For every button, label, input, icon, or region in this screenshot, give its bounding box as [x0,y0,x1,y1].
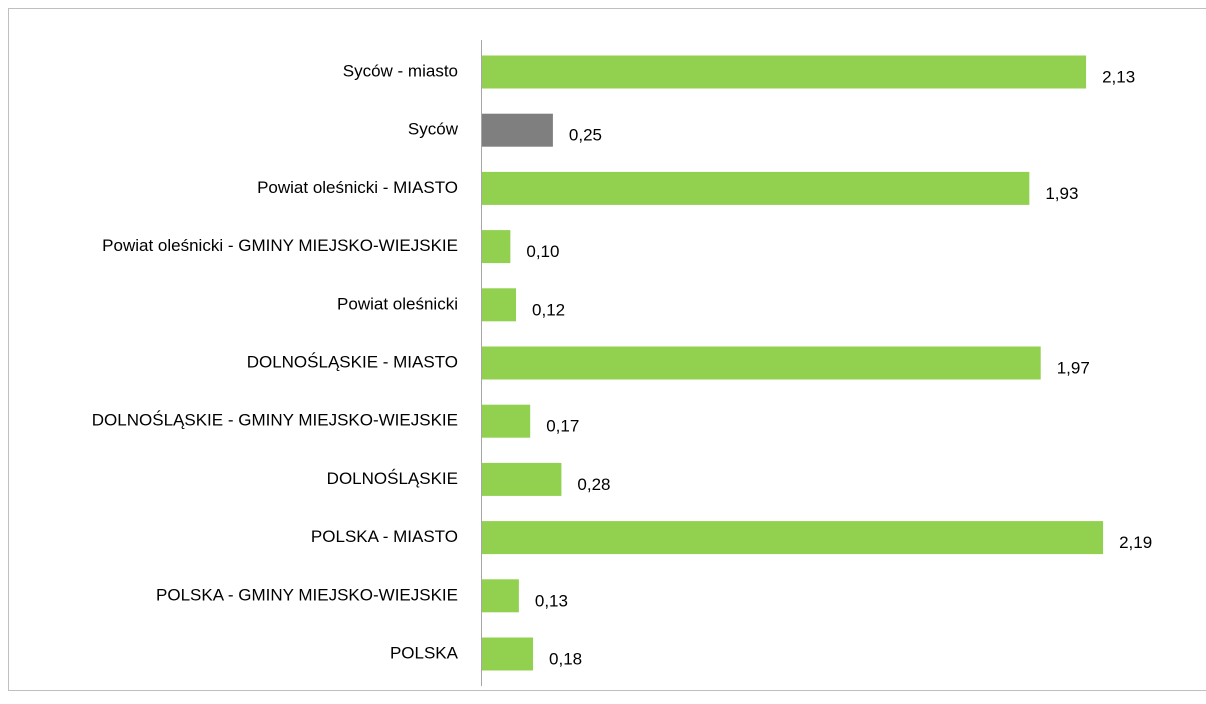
data-label: 1,93 [1045,184,1078,203]
data-label: 0,10 [526,242,559,261]
data-label: 0,25 [569,126,602,145]
category-label: DOLNOŚLĄSKIE - GMINY MIEJSKO-WIEJSKIE [92,411,458,430]
category-label: Powiat oleśnicki - GMINY MIEJSKO-WIEJSKI… [102,236,458,255]
bar [482,171,1030,205]
data-label: 2,19 [1119,533,1152,552]
bar [482,404,531,438]
category-label: Powiat oleśnicki - MIASTO [257,178,458,197]
category-label: Syców - miasto [343,61,458,80]
category-label: POLSKA [390,643,459,662]
category-label: Powiat oleśnicki [337,294,458,313]
data-label: 0,28 [577,475,610,494]
bar [482,113,553,147]
bar [482,579,519,613]
chart-frame [8,8,1206,691]
data-label: 0,17 [546,417,579,436]
data-label: 0,18 [549,649,582,668]
bar [482,230,511,264]
bar [482,288,517,322]
category-label: DOLNOŚLĄSKIE [327,469,458,488]
category-label: POLSKA - GMINY MIEJSKO-WIEJSKIE [156,585,458,604]
data-label: 2,13 [1102,67,1135,86]
data-label: 0,12 [532,300,565,319]
bar [482,521,1104,555]
data-label: 1,97 [1057,358,1090,377]
category-label: POLSKA - MIASTO [311,527,458,546]
bar [482,346,1041,380]
bar [482,462,562,496]
data-label: 0,13 [535,591,568,610]
category-label: Syców [408,120,459,139]
category-label: DOLNOŚLĄSKIE - MIASTO [247,352,458,371]
bar [482,55,1087,89]
bar [482,637,534,671]
